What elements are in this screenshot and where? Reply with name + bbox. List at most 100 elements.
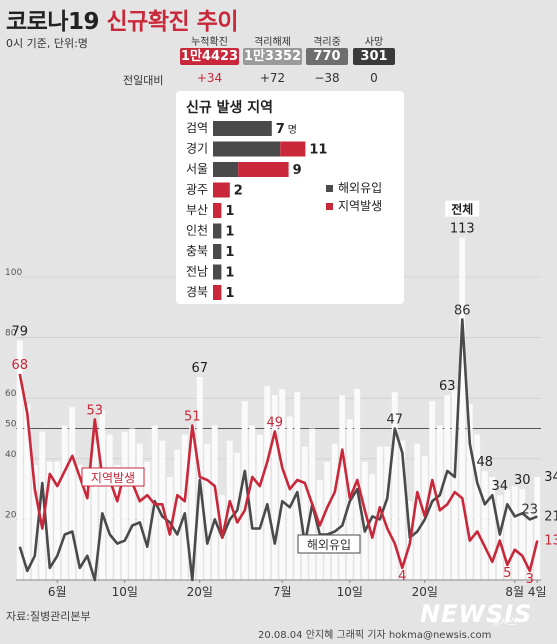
data-label: 23 [521, 502, 538, 517]
summary-label: 격리해제 [254, 37, 291, 48]
total-bar [526, 510, 533, 580]
newsis-logo-sub: 뉴시스 [492, 618, 517, 628]
data-label: 4 [398, 569, 406, 584]
x-tick-label: 20일 [187, 585, 213, 599]
total-bar [429, 401, 436, 580]
summary-label: 누적확진 [191, 37, 228, 48]
total-bar [444, 395, 451, 580]
total-bar [399, 440, 406, 580]
day-before-label: 전일대비 [123, 74, 164, 87]
overseas-line [18, 318, 538, 582]
newsis-logo: NEWSIS [420, 600, 533, 628]
total-bar [226, 440, 233, 580]
total-bar [196, 376, 203, 580]
credit-line: 20.08.04 안지혜 그래픽 기자 hokma@newsis.com [258, 630, 492, 641]
summary-value: 770 [306, 48, 348, 65]
overseas-bar [213, 223, 222, 239]
total-bar [69, 407, 76, 580]
region-bar-chart: 검역 7 명경기 11 서울 9 광주 2 부산 1 인천 1 충북 1 전남 1 경북 1 [186, 121, 327, 301]
total-bar [451, 389, 458, 580]
data-label: 79 [11, 325, 28, 340]
total-bar [249, 425, 256, 580]
region-label: 검역 [186, 121, 208, 135]
total-bar [54, 461, 61, 580]
region-label: 부산 [186, 203, 208, 217]
data-label: 5 [503, 566, 511, 581]
summary-delta: 0 [370, 71, 378, 85]
total-bar [301, 446, 308, 580]
total-bar [534, 476, 541, 580]
y-tick-label: 80 [5, 329, 17, 339]
total-bar [414, 443, 421, 580]
overseas-bar [213, 141, 281, 157]
data-label: 30 [514, 473, 531, 488]
data-label: 51 [184, 409, 201, 424]
total-bar [91, 443, 98, 580]
total-bar [61, 425, 68, 580]
region-total: 1 [225, 286, 234, 301]
data-label: 21 [544, 509, 557, 524]
region-label: 인천 [186, 223, 208, 238]
region-label: 전남 [186, 265, 208, 279]
total-bar [39, 431, 46, 580]
total-bar [504, 489, 511, 580]
data-label: 86 [454, 303, 471, 318]
total-bar [496, 495, 503, 580]
total-series-label: 전체 [451, 202, 473, 217]
inset-title: 신규 발생 지역 [186, 100, 274, 116]
summary-label: 사망 [364, 37, 384, 48]
x-tick-label: 6월 [48, 585, 67, 599]
legend-local-label: 지역발생 [338, 199, 383, 213]
total-bar [489, 476, 496, 580]
unit-label: 명 [288, 124, 297, 136]
legend-local-swatch [326, 203, 333, 210]
total-bar [144, 461, 151, 580]
region-label: 충북 [186, 244, 208, 258]
region-total: 1 [225, 225, 234, 240]
region-total: 1 [225, 245, 234, 260]
overseas-bar [213, 264, 222, 280]
total-bar [519, 489, 526, 580]
x-tick-label: 8월 [505, 585, 524, 599]
region-total: 9 [293, 163, 302, 178]
total-bar [324, 461, 331, 580]
legend-overseas-swatch [326, 185, 333, 192]
total-bar [136, 443, 143, 580]
summary-value: 301 [353, 48, 395, 65]
overseas-label-box [297, 534, 361, 554]
total-bar [121, 431, 128, 580]
total-bar [241, 401, 248, 580]
local-bar [213, 182, 230, 198]
total-bar [286, 416, 293, 580]
title-main: 신규확진 추이 [106, 9, 239, 35]
summary-value: 1만4423 [180, 48, 239, 65]
total-label-box [445, 200, 480, 217]
total-bar [174, 449, 181, 580]
region-total: 2 [234, 184, 243, 199]
data-label: 13 [544, 534, 557, 549]
y-tick-label: 50 [5, 420, 17, 430]
legend-overseas: 해외유입 [326, 179, 382, 196]
total-bar [376, 446, 383, 580]
basis-note: 0시 기준, 단위:명 [6, 37, 88, 50]
local-bar [238, 162, 289, 177]
total-bar [384, 446, 391, 580]
local-series-label: 지역발생 [91, 471, 135, 485]
local-bar [280, 141, 306, 157]
data-label: 34 [491, 479, 508, 494]
summary-label: 격리중 [313, 37, 341, 48]
overseas-bar [213, 244, 222, 259]
total-bar [391, 392, 398, 580]
total-bar [361, 461, 368, 580]
total-bar [331, 443, 338, 580]
local-bar [213, 203, 222, 218]
total-bar [256, 434, 263, 580]
total-bar [189, 425, 196, 580]
data-label: 53 [86, 403, 103, 418]
total-bar [181, 434, 188, 580]
total-bar [129, 428, 136, 580]
y-tick-label: 60 [5, 389, 17, 399]
total-bar [24, 404, 31, 580]
total-bar [159, 440, 166, 580]
